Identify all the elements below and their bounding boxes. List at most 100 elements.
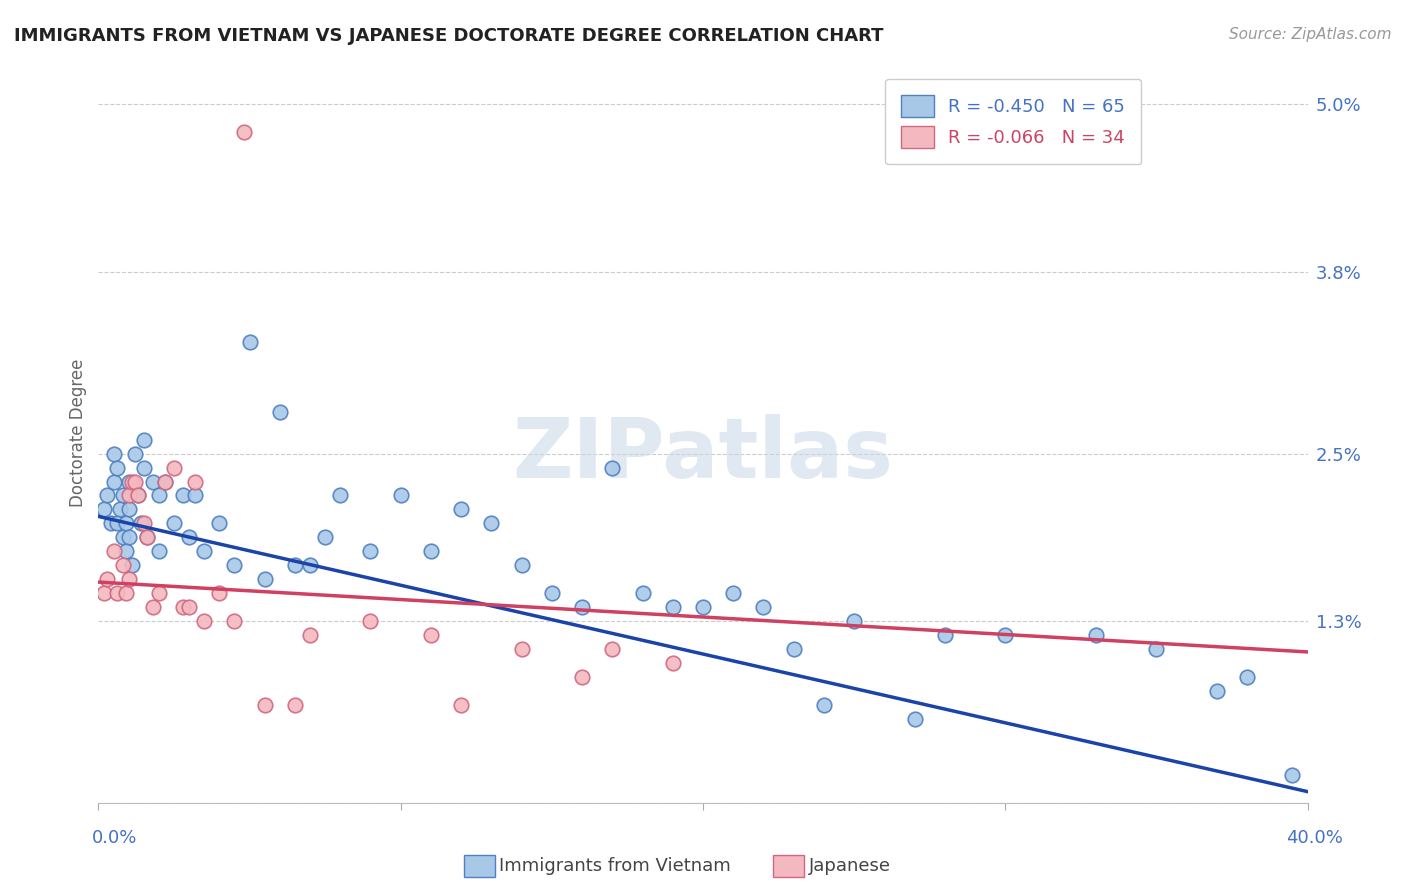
Point bbox=[481, 516, 503, 531]
Point bbox=[1206, 684, 1229, 698]
Point bbox=[184, 488, 207, 502]
Point bbox=[93, 502, 115, 516]
Point bbox=[571, 670, 593, 684]
Point bbox=[132, 433, 155, 447]
Point bbox=[904, 712, 927, 726]
Point bbox=[934, 628, 956, 642]
Point bbox=[105, 460, 128, 475]
Point bbox=[132, 460, 155, 475]
Point bbox=[179, 530, 201, 544]
Point bbox=[172, 600, 194, 615]
Point bbox=[118, 572, 141, 586]
Point bbox=[124, 446, 146, 460]
Point bbox=[193, 614, 215, 628]
Point bbox=[510, 558, 533, 573]
Point bbox=[193, 544, 215, 558]
Text: 40.0%: 40.0% bbox=[1286, 829, 1343, 847]
Point bbox=[132, 516, 155, 531]
Point bbox=[224, 614, 246, 628]
Point bbox=[100, 516, 122, 531]
Point bbox=[692, 600, 714, 615]
Point bbox=[1146, 642, 1168, 657]
Point bbox=[93, 586, 115, 600]
Point bbox=[118, 488, 141, 502]
Point bbox=[269, 405, 291, 419]
Text: Immigrants from Vietnam: Immigrants from Vietnam bbox=[499, 857, 731, 875]
Point bbox=[148, 544, 170, 558]
Point bbox=[450, 502, 472, 516]
Point bbox=[420, 544, 443, 558]
Point bbox=[124, 475, 146, 489]
Text: 0.0%: 0.0% bbox=[91, 829, 136, 847]
Point bbox=[148, 586, 170, 600]
Point bbox=[111, 530, 134, 544]
Point bbox=[299, 558, 322, 573]
Point bbox=[329, 488, 352, 502]
Point bbox=[111, 558, 134, 573]
Point bbox=[661, 656, 683, 670]
Point bbox=[360, 614, 382, 628]
Text: Japanese: Japanese bbox=[808, 857, 890, 875]
Text: ZIPatlas: ZIPatlas bbox=[513, 414, 893, 495]
Point bbox=[135, 530, 157, 544]
Point bbox=[813, 698, 835, 712]
Point bbox=[783, 642, 806, 657]
Point bbox=[148, 488, 170, 502]
Point bbox=[844, 614, 866, 628]
Point bbox=[602, 460, 624, 475]
Point bbox=[153, 475, 176, 489]
Text: IMMIGRANTS FROM VIETNAM VS JAPANESE DOCTORATE DEGREE CORRELATION CHART: IMMIGRANTS FROM VIETNAM VS JAPANESE DOCT… bbox=[14, 27, 883, 45]
Point bbox=[450, 698, 472, 712]
Point bbox=[752, 600, 775, 615]
Point bbox=[253, 572, 276, 586]
Point bbox=[96, 572, 118, 586]
Point bbox=[314, 530, 336, 544]
Point bbox=[284, 698, 307, 712]
Point bbox=[1236, 670, 1258, 684]
Point bbox=[96, 488, 118, 502]
Point bbox=[103, 544, 125, 558]
Point bbox=[118, 530, 141, 544]
Text: Source: ZipAtlas.com: Source: ZipAtlas.com bbox=[1229, 27, 1392, 42]
Point bbox=[105, 516, 128, 531]
Point bbox=[114, 586, 136, 600]
Point bbox=[103, 475, 125, 489]
Y-axis label: Doctorate Degree: Doctorate Degree bbox=[69, 359, 87, 507]
Legend: R = -0.450   N = 65, R = -0.066   N = 34: R = -0.450 N = 65, R = -0.066 N = 34 bbox=[884, 78, 1142, 164]
Point bbox=[602, 642, 624, 657]
Point bbox=[172, 488, 194, 502]
Point bbox=[118, 502, 141, 516]
Point bbox=[723, 586, 745, 600]
Point bbox=[360, 544, 382, 558]
Point bbox=[540, 586, 562, 600]
Point bbox=[121, 475, 143, 489]
Point bbox=[232, 125, 254, 139]
Point bbox=[1085, 628, 1108, 642]
Point bbox=[179, 600, 201, 615]
Point bbox=[111, 488, 134, 502]
Point bbox=[163, 516, 186, 531]
Point bbox=[661, 600, 683, 615]
Point bbox=[224, 558, 246, 573]
Point bbox=[114, 544, 136, 558]
Point bbox=[163, 460, 186, 475]
Point bbox=[510, 642, 533, 657]
Point bbox=[121, 558, 143, 573]
Point bbox=[284, 558, 307, 573]
Point bbox=[127, 488, 149, 502]
Point bbox=[299, 628, 322, 642]
Point bbox=[142, 475, 165, 489]
Point bbox=[127, 488, 149, 502]
Point bbox=[142, 600, 165, 615]
Point bbox=[135, 530, 157, 544]
Point bbox=[105, 586, 128, 600]
Point bbox=[631, 586, 654, 600]
Point bbox=[108, 502, 131, 516]
Point bbox=[1281, 768, 1303, 782]
Point bbox=[129, 516, 152, 531]
Point bbox=[571, 600, 593, 615]
Point bbox=[208, 516, 231, 531]
Point bbox=[118, 475, 141, 489]
Point bbox=[239, 334, 262, 349]
Point bbox=[208, 586, 231, 600]
